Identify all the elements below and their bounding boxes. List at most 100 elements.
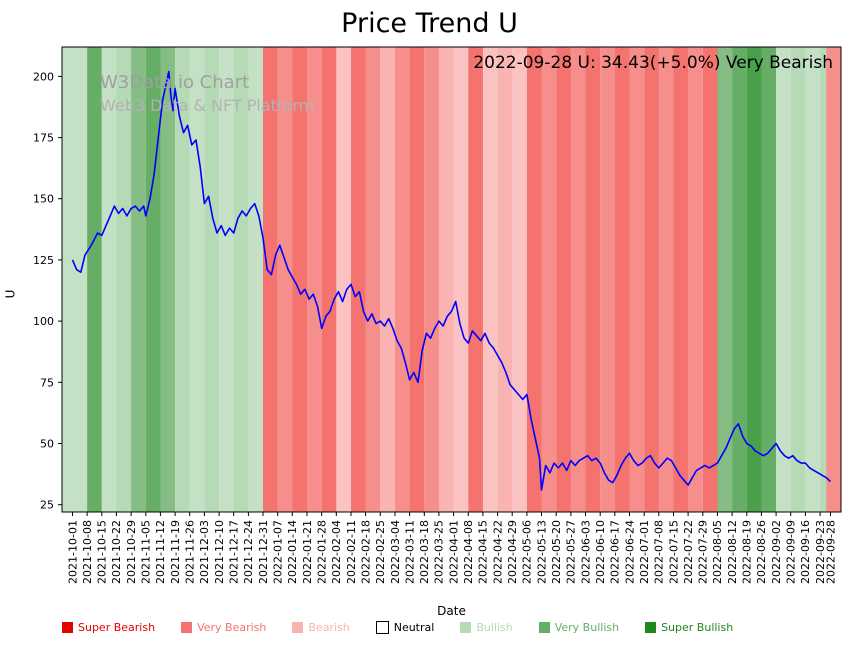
legend-swatch-icon xyxy=(292,622,304,633)
y-tick-label: 175 xyxy=(33,132,54,145)
sentiment-band xyxy=(351,47,366,512)
sentiment-band xyxy=(746,47,762,512)
sentiment-band xyxy=(526,47,542,512)
legend-label: Super Bearish xyxy=(78,621,156,634)
sentiment-band xyxy=(776,47,791,512)
sentiment-band xyxy=(570,47,586,512)
x-tick-label: 2022-05-06 xyxy=(521,520,534,584)
sentiment-band xyxy=(673,47,689,512)
x-tick-label: 2021-10-29 xyxy=(125,520,138,584)
legend-item-super-bearish: Super Bearish xyxy=(62,621,155,634)
sentiment-band xyxy=(160,47,176,512)
sentiment-band xyxy=(805,47,821,512)
sentiment-band xyxy=(116,47,132,512)
sentiment-band xyxy=(482,47,498,512)
x-tick-label: 2021-10-22 xyxy=(110,520,123,584)
sentiment-band xyxy=(468,47,483,512)
y-tick-label: 75 xyxy=(40,376,54,389)
x-tick-label: 2022-07-15 xyxy=(667,520,680,584)
x-tick-label: 2021-12-31 xyxy=(257,520,270,584)
x-tick-label: 2022-02-11 xyxy=(345,520,358,584)
x-tick-label: 2022-01-21 xyxy=(301,520,314,584)
x-tick-label: 2022-02-25 xyxy=(374,520,387,584)
x-tick-label: 2022-09-16 xyxy=(799,520,812,584)
price-line xyxy=(71,70,832,491)
x-tick-label: 2022-08-19 xyxy=(741,520,754,584)
legend-item-bullish: Bullish xyxy=(460,621,513,634)
y-tick-label: 25 xyxy=(40,499,54,512)
x-tick-label: 2021-12-17 xyxy=(228,520,241,584)
x-tick-label: 2021-11-12 xyxy=(154,520,167,584)
sentiment-band xyxy=(321,47,337,512)
sentiment-band xyxy=(826,47,841,512)
legend-swatch-icon xyxy=(645,622,657,633)
sentiment-band xyxy=(600,47,615,512)
sentiment-band xyxy=(409,47,425,512)
legend-label: Neutral xyxy=(393,621,435,634)
x-tick-label: 2021-10-01 xyxy=(66,520,79,584)
legend-item-super-bullish: Super Bullish xyxy=(645,621,733,634)
chart-title: Price Trend U xyxy=(341,8,518,39)
sentiment-band xyxy=(614,47,630,512)
legend-label: Bullish xyxy=(476,621,513,634)
x-tick-label: 2022-02-18 xyxy=(359,520,372,584)
x-tick-label: 2022-04-15 xyxy=(477,520,490,584)
legend-item-neutral: Neutral xyxy=(375,621,435,634)
sentiment-band xyxy=(277,47,293,512)
x-tick-label: 2021-11-26 xyxy=(184,520,197,584)
legend-label: Very Bullish xyxy=(554,621,620,634)
sentiment-band xyxy=(424,47,439,512)
x-tick-label: 2021-10-15 xyxy=(96,520,109,584)
legend-label: Very Bearish xyxy=(197,621,267,634)
x-tick-label: 2022-09-09 xyxy=(785,520,798,584)
sentiment-band xyxy=(658,47,674,512)
x-tick-label: 2022-03-25 xyxy=(433,520,446,584)
legend-swatch-icon xyxy=(538,622,550,633)
legend-label: Bearish xyxy=(308,621,350,634)
sentiment-band xyxy=(219,47,234,512)
y-axis-label: U xyxy=(3,289,18,299)
x-tick-label: 2021-10-08 xyxy=(81,520,94,584)
sentiment-band xyxy=(541,47,557,512)
x-tick-label: 2022-09-28 xyxy=(824,520,837,584)
x-tick-label: 2022-05-27 xyxy=(565,520,578,584)
legend-label: Super Bullish xyxy=(661,621,734,634)
x-axis-label: Date xyxy=(437,604,466,618)
x-tick-label: 2022-01-07 xyxy=(272,520,285,584)
sentiment-band xyxy=(62,47,88,512)
x-tick-label: 2021-12-24 xyxy=(242,520,255,584)
sentiment-band xyxy=(497,47,513,512)
y-tick-label: 100 xyxy=(33,315,54,328)
sentiment-band xyxy=(175,47,190,512)
sentiment-band xyxy=(453,47,469,512)
x-tick-label: 2022-05-13 xyxy=(535,520,548,584)
sentiment-band xyxy=(556,47,571,512)
sentiment-band xyxy=(702,47,718,512)
x-tick-label: 2022-09-02 xyxy=(770,520,783,584)
sentiment-band xyxy=(204,47,220,512)
sentiment-band xyxy=(761,47,777,512)
sentiment-band xyxy=(336,47,351,512)
x-tick-label: 2022-05-20 xyxy=(550,520,563,584)
sentiment-band xyxy=(87,47,102,512)
x-tick-label: 2022-07-08 xyxy=(653,520,666,584)
x-tick-label: 2022-04-08 xyxy=(462,520,475,584)
x-tick-label: 2022-08-12 xyxy=(726,520,739,584)
x-tick-label: 2021-12-10 xyxy=(213,520,226,584)
x-tick-label: 2022-03-04 xyxy=(389,520,402,584)
sentiment-band xyxy=(307,47,322,512)
x-tick-label: 2022-07-01 xyxy=(638,520,651,584)
sentiment-band xyxy=(820,47,827,512)
y-tick-label: 50 xyxy=(40,438,54,451)
sentiment-band xyxy=(395,47,410,512)
x-tick-label: 2022-06-17 xyxy=(609,520,622,584)
x-tick-label: 2022-02-04 xyxy=(330,520,343,584)
sentiment-band xyxy=(585,47,601,512)
legend: Super Bearish Very Bearish Bearish Neutral B… xyxy=(62,621,842,634)
y-tick-label: 200 xyxy=(33,70,54,83)
legend-item-very-bullish: Very Bullish xyxy=(538,621,620,634)
x-tick-label: 2022-06-24 xyxy=(623,520,636,584)
sentiment-band xyxy=(790,47,806,512)
x-tick-label: 2022-04-29 xyxy=(506,520,519,584)
